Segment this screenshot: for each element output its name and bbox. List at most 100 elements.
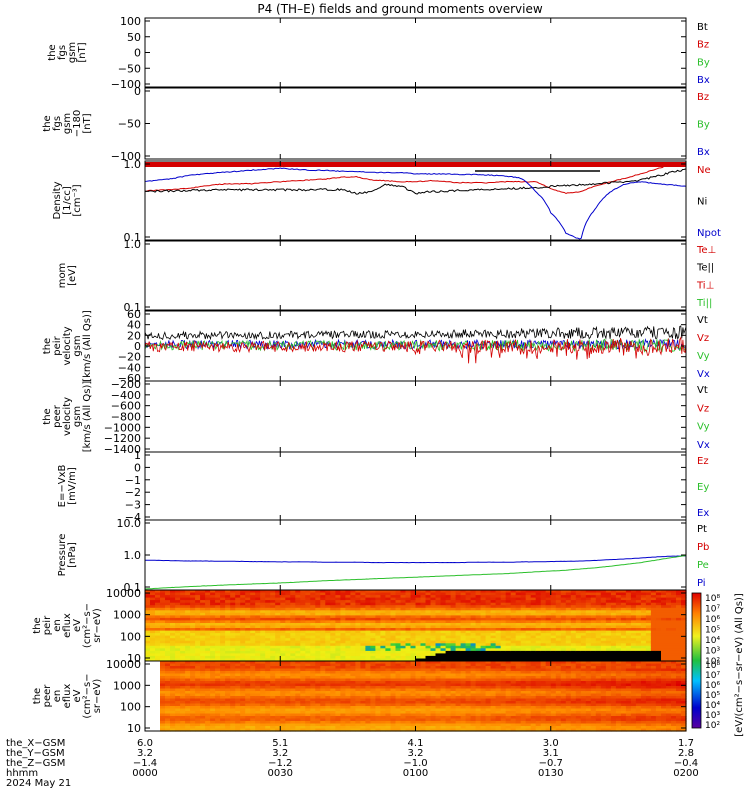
y-axis-label-line: (cm²−s− — [82, 673, 93, 718]
panel-7: 10−1−2−3−4 E=−VxB [mV/m] Ez Ey Ex — [57, 449, 709, 524]
y-axis-label-line: Pressure — [57, 534, 68, 577]
y-axis-label-line: the — [42, 115, 53, 131]
y-tick-label: −1000 — [104, 421, 141, 434]
y-tick-label: 0.1 — [124, 581, 142, 594]
footer-value: 0030 — [268, 768, 293, 779]
ion-spectrogram — [145, 590, 687, 662]
y-tick-label: −400 — [111, 389, 141, 402]
footer-value: 3.2 — [137, 748, 153, 759]
legend-ex: Ex — [697, 508, 709, 519]
y-tick-label: 0 — [134, 85, 141, 98]
series-pi-line — [145, 555, 687, 564]
legend-vx: Vx — [697, 440, 710, 451]
y-axis-label-line: [nT] — [77, 42, 88, 62]
colorbar-label: [eV/(cm²−s−sr−eV) (All Qs)] — [734, 593, 745, 737]
footer-value: 3.1 — [543, 748, 559, 759]
footer-value: 0130 — [538, 768, 563, 779]
y-tick-label: 0.1 — [124, 231, 142, 244]
footer-date: 2024 May 21 — [6, 778, 71, 789]
y-axis-label-line: [eV] — [67, 265, 78, 286]
y-axis-label-line: the — [42, 338, 53, 354]
y-axis-label: Pressure [nPa] — [57, 534, 78, 577]
y-axis-label-line: (cm²−s− — [82, 603, 93, 648]
y-axis-label: the fgs gsm [nT] — [47, 42, 88, 63]
legend-bt: Bt — [697, 22, 708, 33]
footer-value: −0.7 — [539, 758, 563, 769]
y-axis-label-line: mom — [57, 263, 68, 289]
panel-frame — [144, 380, 687, 453]
legend-npot: Npot — [697, 228, 721, 239]
y-axis-label-line: [cm⁻³] — [72, 184, 83, 216]
legend-te: Te|| — [696, 263, 714, 274]
panel-frame — [144, 87, 687, 160]
y-tick-label: −60 — [118, 372, 141, 385]
y-axis-label: Density [1/cc] [cm⁻³] — [52, 181, 83, 219]
legend-vz: Vz — [697, 333, 709, 344]
legend-ti: Ti|| — [696, 298, 712, 309]
y-tick-label: −600 — [111, 400, 141, 413]
footer-value: 1.7 — [678, 738, 694, 749]
y-axis-label-line: eV — [72, 619, 83, 632]
footer-value: 5.1 — [272, 738, 288, 749]
y-axis-label: the peer velocity gsm [km/s (All Qs)] — [42, 381, 93, 453]
footer-value: 4.1 — [408, 738, 424, 749]
y-tick-label: 10 — [127, 722, 141, 735]
legend-ne: Ne — [697, 165, 711, 176]
panel-frame — [144, 17, 687, 88]
y-tick-label: −20 — [118, 351, 141, 364]
y-axis-label-line: the — [32, 617, 43, 633]
colorbar: 10⁸10⁷10⁶10⁵10⁴10³10²10⁸10⁷10⁶10⁵10⁴10³1… — [691, 592, 745, 737]
legend-pt: Pt — [697, 524, 707, 535]
footer-row-label: the_X−GSM — [6, 738, 65, 749]
y-axis-label-line: the — [47, 44, 58, 60]
y-axis-label-line: velocity — [62, 397, 73, 436]
y-axis-label-line: peir — [42, 615, 53, 635]
y-axis-label-line: gsm — [72, 406, 83, 427]
y-tick-label: 50 — [127, 31, 141, 44]
panel-3: 1.0 0.1 Density [1/cc] [cm⁻³] Ne Ni Npot — [52, 158, 721, 244]
colorbar-tick-label: 10⁵ — [705, 691, 720, 701]
y-axis-label-line: eflux — [62, 613, 73, 638]
y-axis-label-line: [1/cc] — [62, 186, 73, 215]
legend-te: Te⊥ — [696, 245, 716, 256]
y-tick-label: 0.1 — [124, 301, 142, 314]
y-axis-label-line: peer — [52, 404, 63, 428]
series-pe-line — [145, 555, 687, 590]
y-axis-label-line: peer — [42, 684, 53, 708]
y-axis-label-line: en — [52, 619, 63, 632]
y-axis-label-line: fgs — [57, 45, 68, 60]
colorbar-tick-label: 10⁷ — [705, 671, 720, 681]
y-tick-label: −1200 — [104, 432, 141, 445]
colorbar-tick-label: 10³ — [705, 711, 720, 721]
colorbar-tick-label: 10³ — [705, 647, 720, 657]
legend-by: By — [697, 57, 710, 68]
y-axis-label-line: velocity — [62, 326, 73, 365]
y-tick-label: 1.0 — [124, 158, 142, 171]
colorbar-tick-label: 10⁴ — [705, 701, 720, 711]
footer-value: 0000 — [132, 768, 157, 779]
panel-frame — [144, 519, 687, 591]
y-axis-label-line: −180 — [72, 110, 83, 137]
y-tick-label: −800 — [111, 411, 141, 424]
colorbar-tick-label: 10⁵ — [705, 626, 720, 636]
footer-value: 0100 — [403, 768, 428, 779]
y-tick-label: 0 — [134, 47, 141, 60]
y-axis-label-line: [mV/m] — [67, 467, 78, 505]
y-axis-label-line: Density — [52, 181, 63, 219]
y-tick-label: 1000 — [113, 679, 141, 692]
panel-4: 1.0 0.1 mom [eV] Te⊥ Te|| Ti⊥ Ti|| — [57, 238, 716, 314]
y-axis-label-line: sr−eV) — [92, 608, 103, 643]
y-axis-label-line: [nT] — [82, 113, 93, 133]
footer-value: 3.2 — [272, 748, 288, 759]
footer-value: 2.8 — [678, 748, 694, 759]
legend-vt: Vt — [697, 385, 708, 396]
y-axis-label-line: fgs — [52, 116, 63, 131]
y-tick-label: 100 — [120, 15, 141, 28]
y-tick-label: −50 — [118, 118, 141, 131]
y-axis-label-line: eflux — [62, 684, 73, 709]
legend-bx: Bx — [697, 147, 710, 158]
y-tick-label: 10 — [127, 652, 141, 665]
y-tick-label: 60 — [127, 308, 141, 321]
y-axis-label: E=−VxB [mV/m] — [57, 465, 78, 508]
y-tick-label: −40 — [118, 361, 141, 374]
